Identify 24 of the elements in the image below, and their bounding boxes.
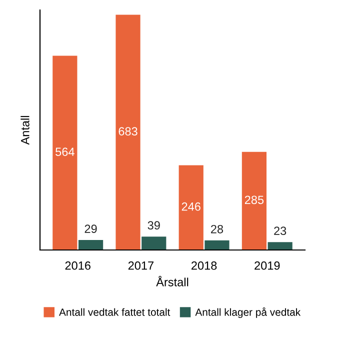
y-axis-title: Antall xyxy=(20,116,30,145)
data-label: 23 xyxy=(274,226,286,236)
x-tick-label: 2018 xyxy=(192,261,217,270)
bar xyxy=(142,236,166,250)
bar xyxy=(204,240,230,250)
data-label: 564 xyxy=(56,148,74,156)
x-tick-label: 2017 xyxy=(128,261,154,270)
data-label: 683 xyxy=(118,127,138,136)
bar xyxy=(116,14,140,250)
data-label: 39 xyxy=(148,221,160,230)
legend-label: Antall klager på vedtak xyxy=(195,307,301,318)
bar xyxy=(268,242,292,250)
data-label: 285 xyxy=(244,196,264,204)
legend-label: Antall vedtak fattet totalt xyxy=(59,308,170,316)
bar xyxy=(242,152,267,250)
bar xyxy=(178,165,204,250)
bar xyxy=(52,56,78,250)
data-label: 28 xyxy=(211,224,224,234)
bar xyxy=(78,240,104,250)
data-label: 29 xyxy=(84,224,97,233)
x-axis-title: Årstall xyxy=(156,276,188,286)
x-tick-label: 2016 xyxy=(65,261,90,270)
x-tick-label: 2019 xyxy=(254,261,280,270)
data-label: 246 xyxy=(182,202,200,211)
